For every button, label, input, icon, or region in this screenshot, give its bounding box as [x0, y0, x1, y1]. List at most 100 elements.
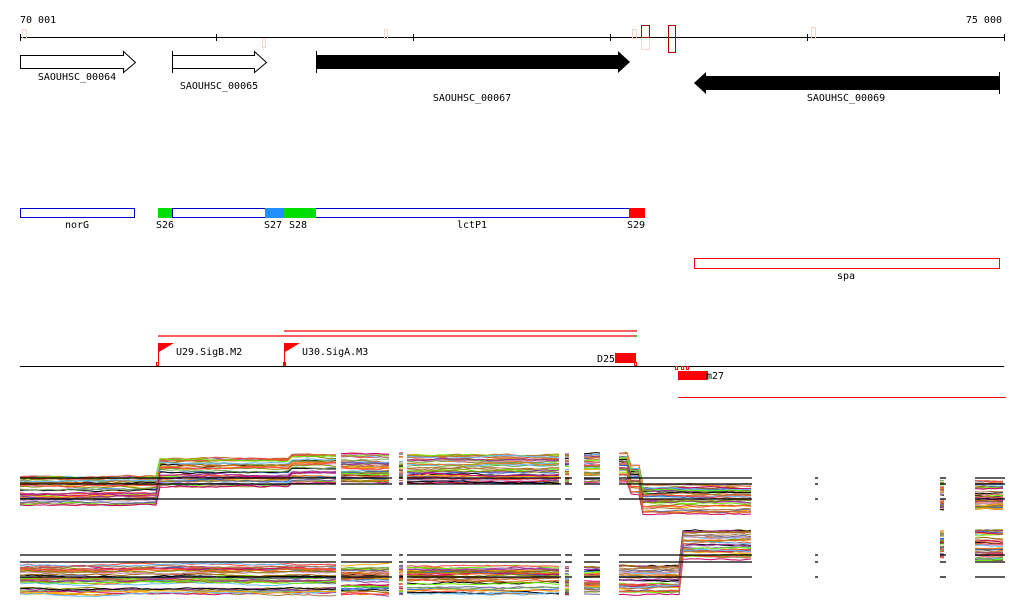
expression-trace	[406, 472, 560, 477]
expression-trace	[974, 539, 1004, 542]
expression-trace	[974, 533, 1004, 537]
terminator-D25[interactable]: D25	[597, 353, 637, 366]
expression-trace	[583, 460, 601, 463]
expression-trace	[618, 538, 752, 578]
expression-trace	[618, 536, 752, 574]
gene-label: SAOUHSC_00064	[38, 72, 116, 83]
expression-trace	[618, 548, 752, 587]
expression-trace	[583, 571, 601, 574]
expression-trace	[398, 481, 404, 484]
expression-trace	[583, 453, 600, 456]
expression-trace	[583, 467, 600, 470]
expression-trace	[406, 462, 560, 467]
segment-S29[interactable]	[629, 208, 645, 218]
gene-SAOUHSC_00067[interactable]: SAOUHSC_00067	[316, 51, 630, 104]
expression-trace	[340, 571, 390, 575]
expression-trace	[406, 588, 560, 592]
expression-trace	[618, 473, 752, 508]
expression-trace	[939, 507, 945, 509]
expression-trace	[618, 479, 752, 514]
expression-trace	[583, 568, 601, 571]
expression-trace	[583, 565, 601, 568]
segment-lctP1-region[interactable]	[172, 208, 630, 218]
segment-label: lctP1	[457, 220, 487, 231]
ruler-end-label: 75 000	[966, 15, 1002, 26]
expression-trace	[939, 534, 945, 536]
expression-trace	[340, 478, 390, 482]
expression-trace	[340, 480, 390, 483]
gene-arrow-icon	[316, 51, 630, 73]
expression-trace	[19, 568, 337, 573]
expression-trace	[974, 536, 1004, 540]
promoter-U30[interactable]: U30.SigA.M3	[283, 343, 369, 366]
expression-trace	[398, 591, 404, 594]
expression-trace	[583, 580, 601, 582]
segment-label: spa	[837, 271, 855, 282]
gene-SAOUHSC_00065[interactable]: SAOUHSC_00065	[172, 50, 268, 92]
expression-panel-2	[19, 529, 1005, 598]
expression-trace	[974, 540, 1003, 544]
expression-trace	[398, 453, 404, 455]
gene-SAOUHSC_00069[interactable]: SAOUHSC_00069	[694, 72, 1000, 104]
expression-trace	[564, 585, 570, 587]
promoter-U29[interactable]: U29.SigB.M2	[156, 343, 243, 366]
segment-norG[interactable]	[20, 208, 135, 218]
expression-trace	[974, 529, 1004, 532]
expression-trace	[939, 550, 945, 552]
expression-trace	[583, 474, 601, 477]
expression-trace	[618, 543, 752, 581]
expression-trace	[583, 589, 601, 592]
gene-arrow-icon	[694, 72, 1000, 94]
expression-trace	[406, 466, 560, 471]
expression-trace	[340, 472, 390, 476]
expression-trace	[939, 548, 945, 550]
expression-trace	[398, 577, 404, 579]
segment-S27[interactable]	[265, 208, 284, 218]
expression-trace	[406, 469, 560, 473]
expression-trace	[340, 579, 390, 582]
expression-trace	[407, 480, 560, 485]
expression-trace	[398, 587, 404, 589]
expression-trace	[19, 454, 337, 480]
expression-trace	[618, 529, 752, 568]
expression-trace	[340, 566, 389, 569]
expression-trace	[19, 577, 337, 583]
expression-trace	[584, 573, 601, 576]
expression-trace	[939, 505, 945, 508]
expression-trace	[975, 556, 1004, 560]
expression-trace	[406, 454, 560, 460]
expression-trace	[564, 473, 570, 475]
expression-trace	[398, 472, 404, 475]
expression-trace	[974, 493, 1004, 496]
expression-trace	[406, 572, 560, 576]
expression-trace	[975, 542, 1003, 545]
expression-trace	[583, 584, 601, 587]
ruler-markers[interactable]	[22, 25, 816, 53]
expression-trace	[19, 578, 337, 585]
gene-SAOUHSC_00064[interactable]: SAOUHSC_00064	[20, 50, 137, 84]
expression-trace	[564, 462, 570, 464]
expression-trace	[974, 480, 1004, 483]
segment-S26[interactable]	[158, 208, 172, 218]
expression-trace	[406, 586, 559, 590]
expression-trace	[19, 580, 337, 585]
expression-trace	[939, 533, 945, 536]
terminator-m27[interactable]: m27	[675, 366, 725, 383]
expression-trace	[974, 496, 1004, 498]
expression-trace	[939, 547, 945, 549]
terminator-label: D25	[597, 354, 615, 365]
gene-arrow-icon	[172, 50, 268, 74]
segment-spa[interactable]	[694, 258, 1000, 269]
segment-S28[interactable]	[284, 208, 316, 218]
expression-trace	[974, 555, 1003, 558]
expression-trace	[19, 590, 337, 595]
expression-trace	[406, 569, 560, 574]
gene-label: SAOUHSC_00065	[180, 81, 258, 92]
expression-trace	[583, 472, 600, 474]
expression-trace	[19, 466, 337, 492]
expression-trace	[974, 487, 1004, 490]
expression-trace	[564, 593, 570, 596]
expression-trace	[939, 504, 945, 507]
flag-icon	[285, 343, 300, 352]
